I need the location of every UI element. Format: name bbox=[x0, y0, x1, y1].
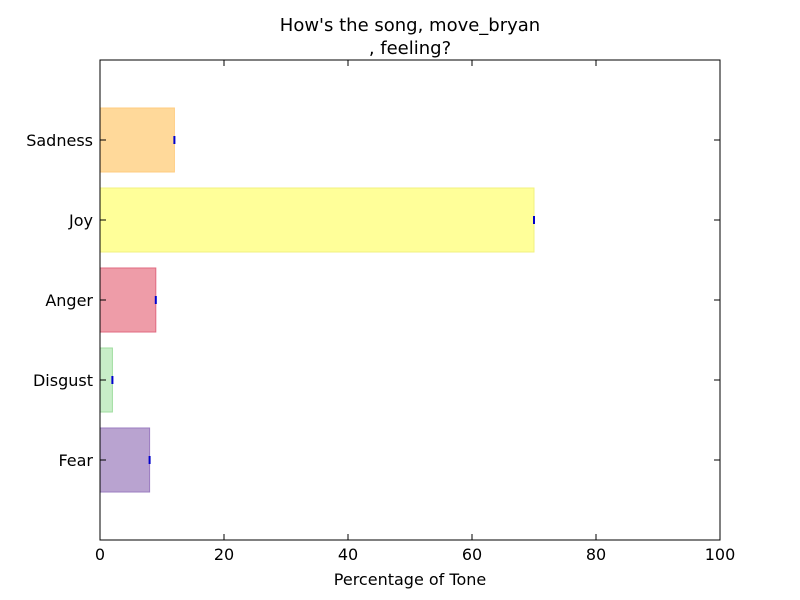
chart-title-line-2: , feeling? bbox=[369, 38, 451, 59]
y-tick-label-anger: Anger bbox=[45, 291, 93, 310]
bar-sadness bbox=[99, 107, 175, 173]
bars-layer bbox=[99, 107, 535, 493]
x-ticks-layer: 0 20 40 60 80 100 bbox=[95, 60, 735, 564]
x-tick-label: 80 bbox=[586, 545, 606, 564]
chart-title-line-1: How's the song, move_bryan bbox=[280, 15, 540, 36]
x-axis-label: Percentage of Tone bbox=[334, 570, 486, 589]
y-ticks-layer: Fear Disgust Anger Joy Sadness bbox=[26, 131, 720, 470]
y-tick-label-sadness: Sadness bbox=[26, 131, 93, 150]
x-tick-label: 0 bbox=[95, 545, 105, 564]
bar-anger bbox=[99, 267, 157, 333]
y-tick-label-joy: Joy bbox=[68, 211, 93, 230]
x-tick-label: 60 bbox=[462, 545, 482, 564]
bar-joy bbox=[99, 187, 535, 253]
x-tick-label: 40 bbox=[338, 545, 358, 564]
x-tick-label: 20 bbox=[214, 545, 234, 564]
x-tick-label: 100 bbox=[705, 545, 736, 564]
y-tick-label-disgust: Disgust bbox=[33, 371, 93, 390]
bar-fear bbox=[99, 427, 151, 493]
y-tick-label-fear: Fear bbox=[58, 451, 93, 470]
plot-frame bbox=[99, 59, 721, 541]
